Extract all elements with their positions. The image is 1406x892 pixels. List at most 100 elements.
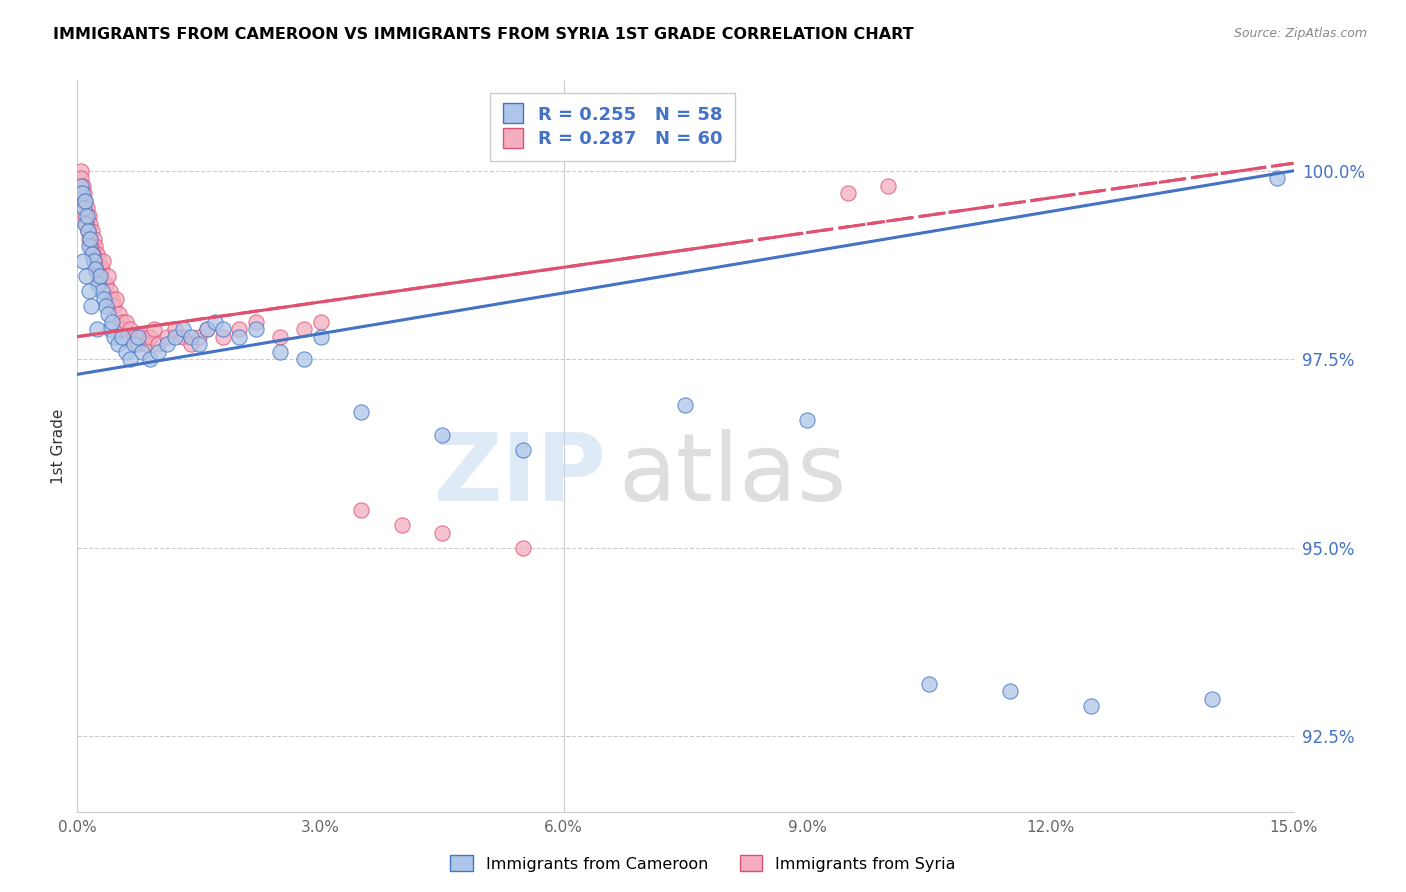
Point — [79, 217, 101, 231]
Point — [83, 232, 105, 246]
Point — [103, 329, 125, 343]
Point — [90, 285, 112, 299]
Point — [228, 329, 250, 343]
Point — [998, 684, 1021, 698]
Point — [83, 254, 105, 268]
Point — [350, 405, 373, 419]
Point — [76, 224, 98, 238]
Point — [97, 269, 120, 284]
Point — [86, 246, 108, 260]
Point — [101, 315, 124, 329]
Point — [148, 344, 170, 359]
Point — [75, 217, 97, 231]
Point — [80, 224, 103, 238]
Point — [94, 277, 117, 291]
Point — [111, 329, 134, 343]
Point — [75, 194, 97, 208]
Point — [1265, 171, 1288, 186]
Point — [83, 254, 105, 268]
Point — [122, 329, 145, 343]
Text: IMMIGRANTS FROM CAMEROON VS IMMIGRANTS FROM SYRIA 1ST GRADE CORRELATION CHART: IMMIGRANTS FROM CAMEROON VS IMMIGRANTS F… — [53, 27, 914, 42]
Point — [72, 178, 94, 193]
Point — [122, 337, 145, 351]
Point — [430, 427, 453, 442]
Point — [108, 307, 131, 321]
Point — [118, 322, 141, 336]
Point — [512, 442, 534, 457]
Point — [228, 322, 250, 336]
Point — [430, 525, 453, 540]
Point — [76, 224, 98, 238]
Legend: Immigrants from Cameroon, Immigrants from Syria: Immigrants from Cameroon, Immigrants fro… — [443, 847, 963, 880]
Point — [82, 246, 104, 260]
Point — [98, 285, 121, 299]
Point — [245, 322, 267, 336]
Legend: R = 0.255   N = 58, R = 0.287   N = 60: R = 0.255 N = 58, R = 0.287 N = 60 — [489, 93, 735, 161]
Point — [309, 315, 332, 329]
Point — [131, 329, 153, 343]
Point — [115, 344, 138, 359]
Point — [73, 194, 96, 208]
Point — [135, 337, 157, 351]
Point — [103, 300, 125, 314]
Point — [90, 261, 112, 276]
Point — [76, 209, 98, 223]
Point — [98, 322, 121, 336]
Point — [70, 186, 93, 201]
Point — [94, 300, 117, 314]
Point — [391, 518, 413, 533]
Point — [172, 322, 194, 336]
Point — [309, 329, 332, 343]
Point — [93, 292, 115, 306]
Point — [76, 202, 98, 216]
Point — [86, 269, 108, 284]
Point — [89, 269, 111, 284]
Text: ZIP: ZIP — [433, 429, 606, 521]
Point — [796, 412, 818, 426]
Point — [877, 178, 900, 193]
Point — [127, 329, 149, 343]
Point — [84, 261, 107, 276]
Point — [155, 329, 177, 343]
Point — [115, 315, 138, 329]
Point — [204, 315, 226, 329]
Point — [86, 277, 108, 291]
Point — [148, 337, 170, 351]
Point — [79, 232, 101, 246]
Point — [70, 171, 93, 186]
Point — [73, 202, 96, 216]
Point — [292, 322, 315, 336]
Point — [269, 329, 291, 343]
Point — [111, 315, 134, 329]
Point — [70, 178, 93, 193]
Point — [75, 217, 97, 231]
Point — [77, 209, 100, 223]
Point — [245, 315, 267, 329]
Point — [1201, 691, 1223, 706]
Point — [139, 352, 162, 367]
Point — [69, 163, 91, 178]
Point — [269, 344, 291, 359]
Point — [73, 209, 96, 223]
Point — [212, 329, 235, 343]
Point — [918, 676, 941, 690]
Text: atlas: atlas — [619, 429, 846, 521]
Point — [675, 398, 697, 412]
Point — [212, 322, 235, 336]
Point — [139, 329, 162, 343]
Point — [80, 300, 103, 314]
Point — [112, 322, 135, 336]
Point — [84, 261, 107, 276]
Point — [127, 337, 149, 351]
Point — [180, 329, 202, 343]
Point — [86, 322, 108, 336]
Point — [118, 352, 141, 367]
Point — [195, 322, 218, 336]
Point — [101, 292, 124, 306]
Point — [72, 254, 94, 268]
Point — [188, 329, 211, 343]
Point — [131, 344, 153, 359]
Point — [107, 337, 129, 351]
Point — [91, 254, 114, 268]
Point — [80, 239, 103, 253]
